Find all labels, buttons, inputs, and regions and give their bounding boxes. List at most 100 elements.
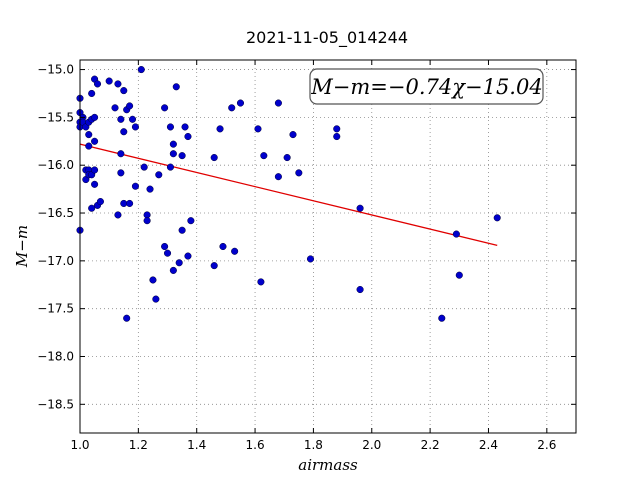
data-point: [117, 150, 125, 158]
y-tick-label: −15.5: [37, 110, 74, 124]
data-point: [274, 99, 282, 107]
data-point: [289, 131, 297, 139]
data-point: [96, 197, 104, 206]
fit-line: [79, 143, 498, 247]
data-point: [184, 132, 192, 141]
data-point: [120, 128, 128, 136]
x-ticks: 1.0 1.2 1.4 1.6 1.8 2.0 2.2 2.4 2.6: [70, 60, 556, 452]
data-point: [452, 230, 460, 238]
data-point: [333, 125, 341, 133]
y-tick-label: −16.5: [37, 206, 74, 220]
y-ticks: −15.0 −15.5 −16.0 −16.5 −17.0 −17.5 −18.0 −18.5: [37, 63, 576, 411]
y-tick-label: −17.5: [37, 302, 74, 316]
data-point: [91, 137, 99, 145]
data-point: [219, 242, 227, 251]
data-point: [126, 199, 134, 208]
data-point: [120, 87, 128, 95]
data-point: [493, 214, 501, 222]
data-point: [88, 89, 96, 98]
data-point: [131, 123, 139, 131]
data-point: [117, 115, 125, 123]
fit-equation-text: M−m=−0.74χ−15.04: [310, 75, 542, 99]
fit-equation-box: M−m=−0.74χ−15.04: [309, 68, 544, 105]
data-points: [76, 66, 501, 322]
data-point: [210, 154, 218, 162]
x-tick-label: 1.6: [246, 438, 265, 452]
x-tick-label: 1.8: [304, 438, 323, 452]
data-point: [178, 152, 186, 160]
x-tick-label: 1.0: [70, 438, 89, 452]
data-point: [163, 249, 172, 257]
grid-lines: [79, 60, 576, 433]
data-point: [140, 163, 148, 171]
x-tick-label: 1.4: [187, 438, 206, 452]
y-tick-label: −16.0: [37, 158, 74, 172]
data-point: [137, 66, 145, 74]
y-axis-label: M−m: [13, 225, 31, 268]
data-point: [254, 125, 262, 133]
data-point: [306, 255, 315, 263]
x-tick-label: 2.4: [479, 438, 498, 452]
data-point: [161, 104, 169, 112]
data-point: [143, 217, 151, 225]
data-point: [231, 247, 239, 255]
data-point: [184, 252, 192, 260]
data-point: [283, 154, 291, 162]
x-tick-label: 2.6: [537, 438, 556, 452]
y-tick-label: −18.0: [37, 349, 74, 363]
data-point: [111, 104, 119, 112]
data-point: [161, 242, 169, 251]
data-point: [169, 140, 177, 148]
data-point: [85, 142, 93, 150]
data-point: [123, 314, 131, 322]
data-point: [178, 226, 186, 234]
x-tick-label: 2.0: [362, 438, 381, 452]
y-tick-label: −17.0: [37, 254, 74, 268]
plot-frame: [79, 59, 577, 434]
data-point: [146, 185, 154, 193]
x-tick-label: 2.2: [421, 438, 440, 452]
data-point: [169, 150, 177, 158]
data-point: [210, 262, 218, 270]
data-point: [175, 259, 183, 267]
data-point: [172, 83, 180, 91]
data-point: [149, 276, 157, 284]
y-tick-label: −15.0: [37, 63, 74, 77]
data-point: [295, 169, 303, 177]
x-tick-label: 1.2: [129, 438, 148, 452]
data-point: [216, 125, 224, 133]
x-axis-label: airmass: [298, 456, 358, 474]
data-point: [455, 271, 463, 279]
data-point: [91, 166, 99, 174]
data-point: [117, 169, 125, 177]
data-point: [356, 285, 364, 294]
data-point: [131, 182, 139, 190]
chart-title: 2021-11-05_014244: [246, 28, 408, 48]
data-point: [91, 113, 99, 121]
data-point: [126, 102, 134, 110]
data-point: [181, 123, 189, 131]
data-point: [114, 80, 122, 88]
data-point: [114, 211, 122, 219]
data-point: [274, 173, 282, 181]
data-point: [169, 266, 177, 274]
data-point: [166, 163, 174, 171]
data-point: [88, 204, 96, 212]
fit-line-group: [79, 143, 498, 247]
data-point: [128, 115, 137, 123]
data-point: [155, 171, 163, 179]
data-point: [166, 123, 174, 131]
y-tick-label: −18.5: [37, 397, 74, 411]
data-point: [85, 131, 93, 139]
data-point: [93, 80, 102, 88]
fit-equation-frame: [309, 68, 544, 105]
data-point: [257, 278, 265, 286]
data-point: [438, 314, 446, 322]
data-point: [356, 204, 364, 212]
data-point: [236, 99, 245, 107]
data-point: [105, 77, 113, 85]
data-point: [91, 180, 99, 188]
data-point: [152, 295, 160, 303]
data-point: [260, 152, 268, 160]
